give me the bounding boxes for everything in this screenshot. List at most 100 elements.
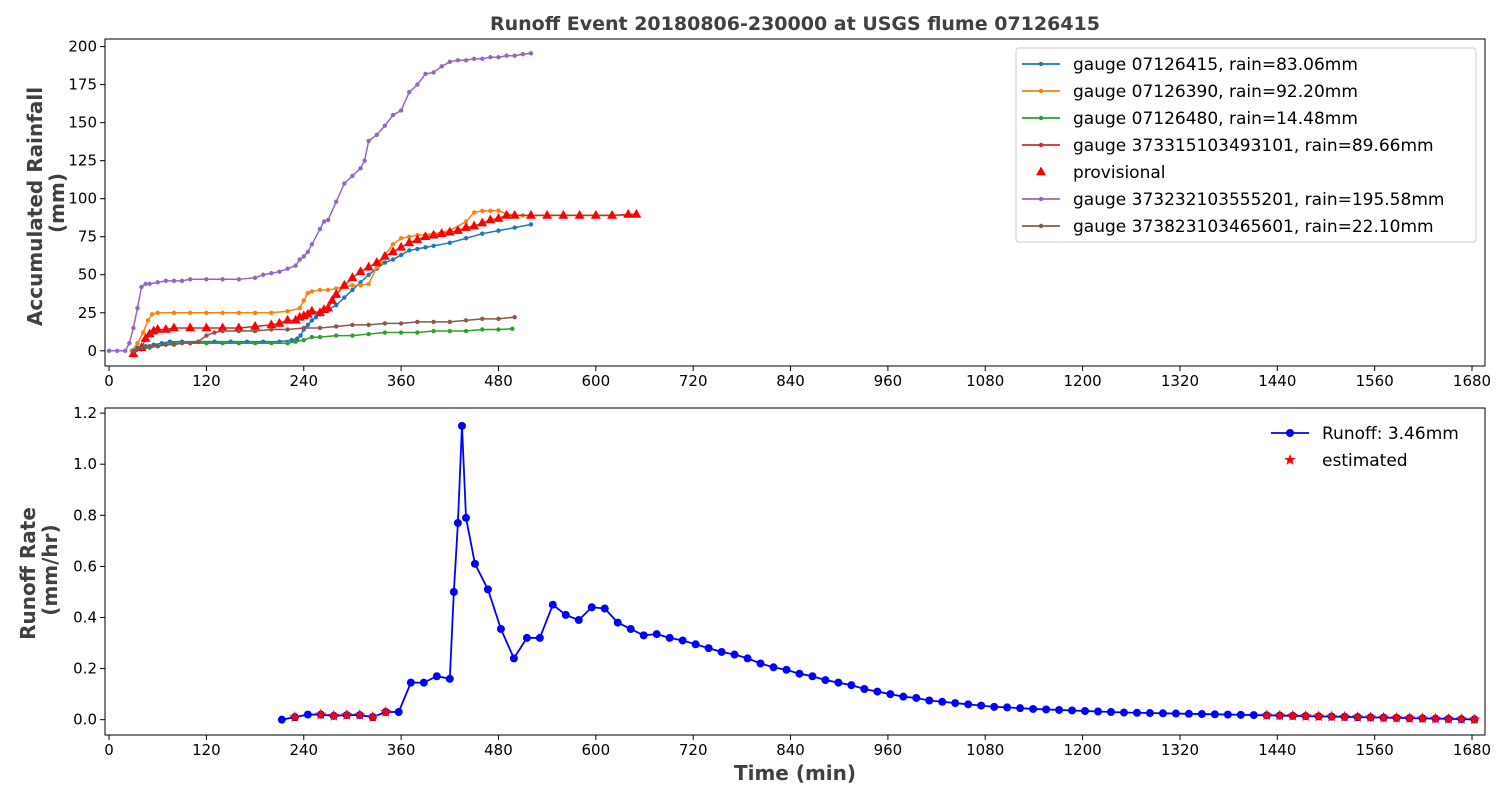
rainfall-series-gauge-07126390-rain-92-20mm xyxy=(129,208,639,353)
rainfall-x-tick-label: 1680 xyxy=(1453,372,1491,390)
rainfall-data-point xyxy=(293,339,298,344)
rainfall-series-gauge-373823103465601-rain-22-10mm xyxy=(131,314,517,353)
runoff-data-point xyxy=(394,708,403,717)
rainfall-data-point xyxy=(179,340,185,346)
rainfall-data-point xyxy=(428,229,439,239)
rainfall-data-point xyxy=(301,337,306,343)
rainfall-data-point xyxy=(480,316,485,322)
rainfall-data-point xyxy=(220,340,225,346)
runoff-data-point xyxy=(730,650,739,659)
runoff-legend-label: estimated xyxy=(1322,451,1408,471)
runoff-data-point xyxy=(1249,711,1258,720)
runoff-data-point xyxy=(964,700,973,709)
time-x-label: Time (min) xyxy=(734,761,856,785)
runoff-y-tick-label: 0.0 xyxy=(73,711,97,729)
rainfall-data-point xyxy=(363,261,374,271)
runoff-data-point xyxy=(769,663,778,672)
rainfall-data-point xyxy=(325,217,331,223)
rainfall-legend-label: gauge 373315103493101, rain=89.66mm xyxy=(1073,136,1434,156)
rainfall-data-point xyxy=(331,289,342,298)
rainfall-data-point xyxy=(327,295,338,304)
rainfall-data-point xyxy=(334,333,339,338)
rainfall-data-point xyxy=(325,287,331,293)
rainfall-data-point xyxy=(160,323,171,333)
runoff-data-point xyxy=(639,631,648,640)
runoff-data-point xyxy=(509,654,518,663)
rainfall-data-point xyxy=(469,220,480,230)
rainfall-data-point xyxy=(309,289,315,294)
rainfall-data-point xyxy=(309,318,315,323)
rainfall-data-point xyxy=(558,209,569,219)
rainfall-data-point xyxy=(358,280,363,285)
runoff-data-point xyxy=(782,665,791,674)
runoff-data-point xyxy=(938,697,947,706)
rainfall-data-point xyxy=(139,345,144,350)
rainfall-data-point xyxy=(388,246,398,256)
runoff-data-point xyxy=(1403,712,1416,723)
rainfall-data-point xyxy=(366,138,371,144)
rainfall-data-point xyxy=(220,277,225,282)
rainfall-y-tick-label: 75 xyxy=(78,228,97,246)
rainfall-y-label-line2: (mm) xyxy=(45,173,69,233)
runoff-data-point xyxy=(1325,710,1338,722)
runoff-data-point xyxy=(1171,709,1180,718)
rainfall-legend-marker xyxy=(1038,115,1044,121)
rainfall-data-point xyxy=(169,322,179,332)
runoff-legend-item: estimated xyxy=(1284,451,1408,471)
rainfall-data-point xyxy=(412,234,423,244)
runoff-data-point xyxy=(315,708,327,720)
rainfall-data-point xyxy=(431,319,436,325)
rainfall-data-point xyxy=(266,319,277,329)
runoff-plot-frame xyxy=(104,407,1486,736)
rainfall-data-point xyxy=(323,302,334,312)
runoff-data-point xyxy=(535,633,544,642)
rainfall-data-point xyxy=(350,287,355,293)
rainfall-data-point xyxy=(496,327,501,332)
rainfall-data-point xyxy=(404,237,415,247)
rainfall-data-point xyxy=(496,55,501,60)
runoff-data-point xyxy=(1197,710,1206,719)
runoff-data-point xyxy=(470,559,479,568)
runoff-data-point xyxy=(1312,710,1325,722)
rainfall-data-point xyxy=(149,312,155,317)
rainfall-data-point xyxy=(480,208,485,214)
rainfall-data-point xyxy=(480,231,485,236)
rainfall-data-point xyxy=(358,283,363,288)
rainfall-data-point xyxy=(187,277,193,282)
runoff-data-point xyxy=(1055,705,1064,714)
rainfall-axes: Accumulated Rainfall (mm) 0 120 240 360 480 6… xyxy=(23,38,1491,390)
runoff-data-point xyxy=(548,600,557,609)
rainfall-legend-marker xyxy=(1038,223,1044,229)
rainfall-data-point xyxy=(407,248,412,253)
rainfall-data-point xyxy=(485,214,496,224)
rainfall-data-point xyxy=(127,340,132,346)
rainfall-data-point xyxy=(371,257,382,266)
rainfall-data-point xyxy=(285,327,290,332)
rainfall-legend-box xyxy=(1015,47,1477,243)
runoff-y-label-line2: (mm/hr) xyxy=(38,524,62,615)
runoff-data-point xyxy=(795,669,804,678)
runoff-legend-item: Runoff: 3.46mm xyxy=(1271,424,1459,444)
rainfall-data-point xyxy=(374,264,379,270)
runoff-y-tick-label: 1.2 xyxy=(73,404,97,422)
rainfall-data-point xyxy=(510,326,515,331)
rainfall-data-point xyxy=(201,322,212,332)
rainfall-data-point xyxy=(204,277,209,282)
rainfall-data-point xyxy=(163,342,169,347)
rainfall-data-point xyxy=(431,328,436,334)
rainfall-data-point xyxy=(297,306,302,311)
rainfall-y-label: Accumulated Rainfall (mm) xyxy=(23,80,69,326)
runoff-data-point xyxy=(341,709,353,720)
rainfall-data-point xyxy=(542,209,553,219)
rainfall-y-tick-label: 25 xyxy=(78,304,97,322)
runoff-data-point xyxy=(1300,710,1312,721)
runoff-data-point xyxy=(1158,709,1167,718)
runoff-data-point xyxy=(977,701,986,710)
rainfall-x-tick-label: 1560 xyxy=(1356,372,1394,390)
rainfall-data-point xyxy=(317,226,323,232)
rainfall-data-point xyxy=(135,306,140,311)
runoff-data-point xyxy=(1236,710,1245,719)
rainfall-data-point xyxy=(347,272,358,282)
rainfall-legend-item: gauge 07126415, rain=83.06mm xyxy=(1022,55,1358,75)
runoff-data-point xyxy=(449,587,458,596)
